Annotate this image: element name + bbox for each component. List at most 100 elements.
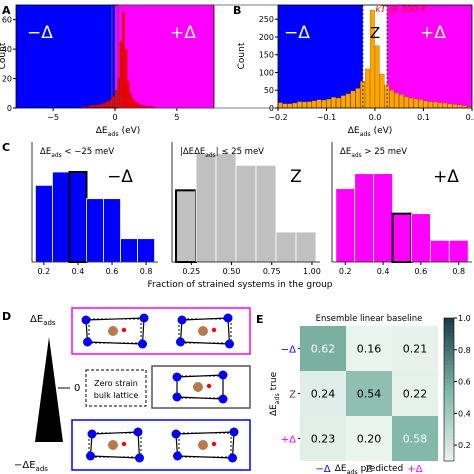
panel-b-bar <box>389 90 395 109</box>
panel-c-bar <box>86 198 104 263</box>
colorbar-segment <box>444 371 454 376</box>
panel-b-negative-region <box>278 5 363 108</box>
panel-b-bar <box>437 102 443 109</box>
panel-d-cell-neg1 <box>86 427 144 463</box>
panel-b-bar <box>316 99 322 109</box>
panel-c-title-rest: > 25 meV <box>362 147 408 157</box>
panel-a-ytick-label: 20 <box>2 75 12 84</box>
colorbar-segment <box>444 328 454 333</box>
panel-a-bar <box>139 104 143 109</box>
panel-b-bar <box>452 104 458 109</box>
panel-b-center-label: Z <box>370 24 380 42</box>
colorbar-segment <box>444 407 454 412</box>
colorbar-segment <box>444 360 454 365</box>
atom-substrate <box>172 392 182 402</box>
panel-b-ytick-label: 250 <box>259 15 274 24</box>
colorbar-frame <box>443 317 455 462</box>
panel-a-xlabel-main: ΔE <box>96 126 108 136</box>
panel-b-bar <box>442 102 448 109</box>
panel-c-bar <box>295 231 317 263</box>
panel-b-letter: B <box>233 4 241 17</box>
panel-a-bar <box>122 12 125 109</box>
panel-b-ytick-label: 100 <box>259 68 274 77</box>
panel-a-bar <box>97 104 101 109</box>
colorbar-segment <box>444 432 454 437</box>
panel-c-xtick-label: 1.00 <box>303 267 321 276</box>
panel-a: 0 20 40 60 −5 0 5 Count ΔEads (eV) −Δ +Δ A <box>0 4 278 138</box>
panel-d-zero-strain-box <box>85 369 147 407</box>
panel-c-title-main: ΔE <box>340 147 351 157</box>
heatmap-cell <box>392 326 438 371</box>
panel-d-top-label: ΔEads <box>30 314 56 327</box>
panel-b-xtick-label: 0.1 <box>417 113 430 122</box>
panel-c-bar <box>52 171 70 263</box>
atom-substrate <box>86 451 95 461</box>
panel-a-xlabel-sub: ads <box>108 131 119 138</box>
heatmap-cell <box>392 416 438 461</box>
panel-a-bar <box>127 81 130 109</box>
panel-a-left-label: −Δ <box>27 23 53 43</box>
panel-d-zero-box <box>151 365 251 409</box>
panel-b-bar <box>365 68 370 109</box>
heatmap-col-label: +Δ <box>407 464 422 474</box>
heatmap-value: 0.16 <box>357 343 382 356</box>
colorbar-tick-label: 0.6 <box>458 378 471 387</box>
colorbar-segment <box>444 350 454 355</box>
panel-c-title-sub: ads <box>205 152 216 159</box>
panel-b-xlabel-main: ΔE <box>348 126 360 136</box>
atom-center <box>108 326 118 336</box>
panel-b-xlabel: ΔEads (eV) <box>348 126 393 138</box>
panel-b-bar <box>340 95 346 109</box>
heatmap-value: 0.24 <box>311 388 336 401</box>
panel-a-ytick-label: 0 <box>7 104 12 113</box>
colorbar-segment <box>444 435 454 441</box>
panel-c-title: ΔEads < −25 meV <box>40 147 114 159</box>
adsorbate-atom <box>211 441 217 447</box>
colorbar-segment <box>444 393 454 398</box>
panel-b-bar <box>457 104 463 109</box>
panel-b-kt-label: kT @ 300 K <box>375 5 427 15</box>
heatmap-cell <box>346 416 392 461</box>
panel-a-bar <box>100 103 103 109</box>
panel-a-xtick-label: 5 <box>174 113 179 122</box>
panel-d-cell-neg2 <box>171 427 239 463</box>
panel-b-xtick-label: 0.0 <box>369 113 382 122</box>
panel-b-bar <box>403 96 409 109</box>
panel-b-bar <box>350 90 356 109</box>
panel-a-bar <box>142 104 145 109</box>
colorbar-segment <box>444 343 454 348</box>
colorbar-segment <box>444 396 454 401</box>
panel-e-title: Ensemble linear baseline <box>316 314 423 324</box>
atom-center <box>193 382 203 392</box>
panel-c-group-label: −Δ <box>107 167 133 187</box>
atom-substrate <box>173 451 182 461</box>
panel-c-sub3: 0.2 0.4 0.6 0.8 ΔEads > 25 meV +Δ <box>331 142 472 276</box>
panel-b-bar <box>384 84 390 109</box>
panel-d-cell-zero <box>172 370 228 404</box>
atom-substrate <box>229 427 239 437</box>
colorbar-segment <box>444 318 454 323</box>
panel-b-bar <box>277 102 283 109</box>
colorbar-segment <box>444 375 454 380</box>
panel-c-bar <box>373 173 393 263</box>
panel-d-cell-pos1 <box>81 313 149 349</box>
panel-c-xtick-label: 0.8 <box>452 267 465 276</box>
atom-substrate <box>172 372 182 382</box>
panel-d-zero-strain-line1: Zero strain <box>94 379 138 388</box>
colorbar-segment <box>444 414 454 419</box>
heatmap-value: 0.22 <box>403 388 428 401</box>
atom-center <box>108 440 118 450</box>
heatmap-cell <box>300 371 346 416</box>
panel-a-bar <box>124 48 128 109</box>
panel-a-bar <box>95 104 98 109</box>
panel-c-bar <box>275 231 297 263</box>
panel-c-xtick-label: 0.8 <box>140 267 153 276</box>
panel-b-bar <box>331 97 336 109</box>
panel-b-bar <box>428 101 433 109</box>
panel-c-title-sub: ads <box>351 152 362 159</box>
panel-c-xtick-label: 0.50 <box>223 267 241 276</box>
panel-d-bottom-label-main: −ΔE <box>14 460 36 471</box>
panel-c-xlabel: Fraction of strained systems in the grou… <box>148 280 333 290</box>
panel-b-bar <box>326 98 332 109</box>
